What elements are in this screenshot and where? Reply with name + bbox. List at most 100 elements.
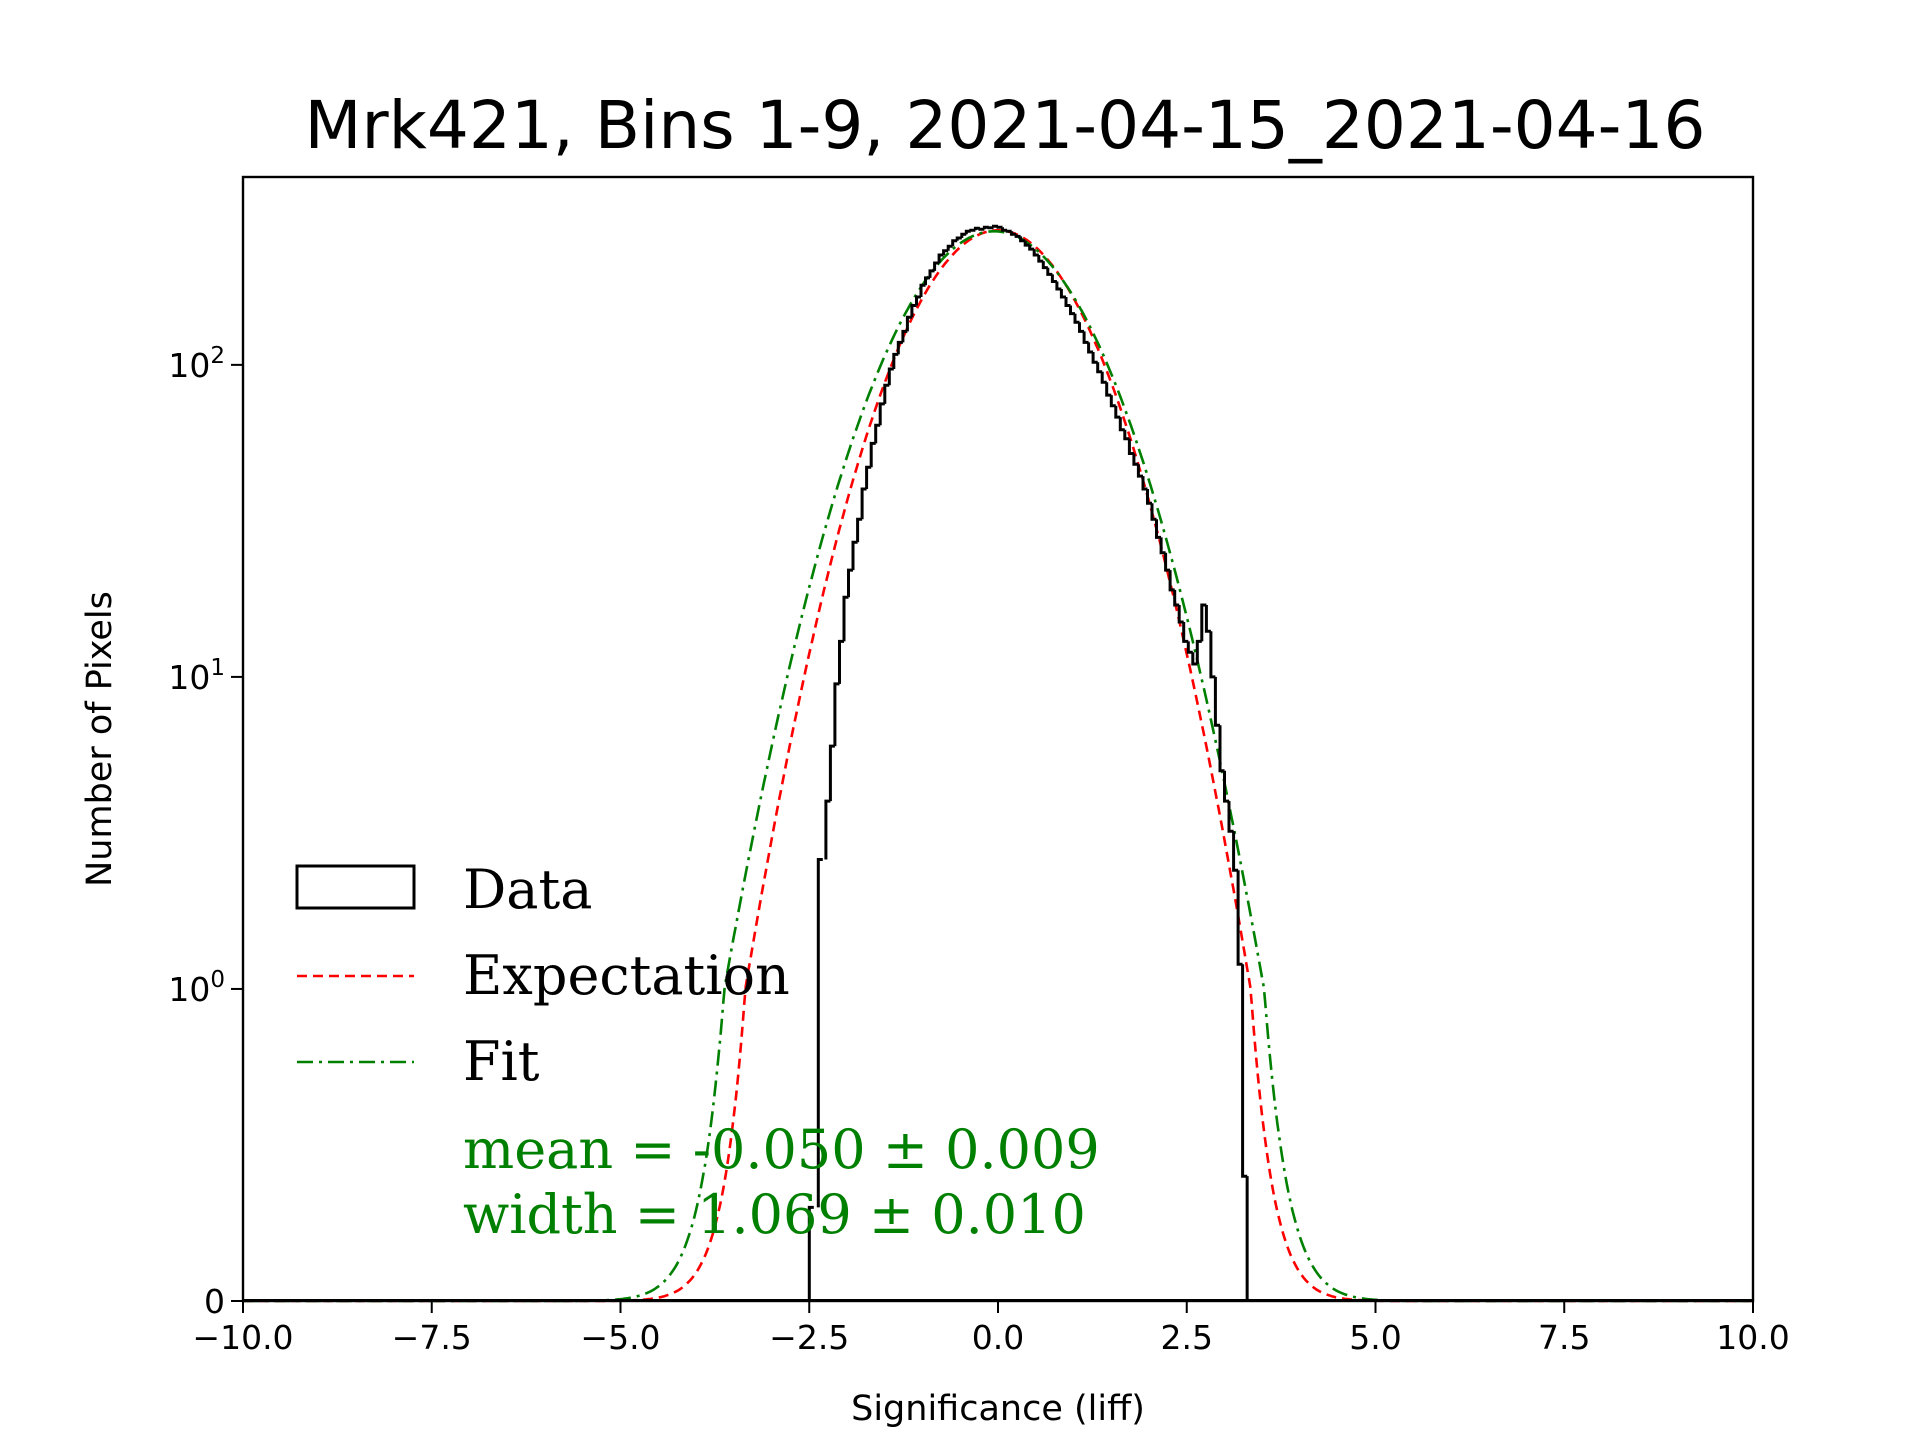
histogram-bin: [1091, 352, 1098, 364]
x-tick-label: −10.0: [192, 1318, 293, 1357]
histogram-bin: [1164, 552, 1171, 572]
histogram-bin: [1019, 236, 1026, 243]
histogram-bin: [851, 540, 858, 571]
legend-data-swatch: [295, 864, 416, 910]
histogram-bin: [1209, 631, 1216, 679]
y-tick-label: 0: [204, 1282, 225, 1321]
histogram-bin: [1032, 249, 1039, 257]
histogram-bin: [1173, 589, 1180, 607]
histogram-bin: [1159, 537, 1166, 555]
histogram-bin: [960, 232, 967, 238]
histogram-bin: [887, 367, 894, 386]
histogram-bin: [1046, 267, 1053, 276]
histogram-bin: [933, 261, 940, 271]
histogram-bin: [1096, 362, 1103, 374]
histogram-bin: [838, 639, 844, 684]
histogram-bin: [816, 858, 823, 1208]
fit-mean-annotation: mean = -0.050 ± 0.009: [463, 1118, 1100, 1181]
histogram-bin: [1069, 305, 1075, 316]
x-tick-label: 0.0: [972, 1318, 1024, 1357]
histogram-bin: [896, 340, 903, 355]
y-tick-label: 100: [168, 967, 225, 1009]
histogram-bin: [883, 383, 890, 404]
histogram-bin: [919, 283, 926, 297]
histogram-bin: [1195, 639, 1202, 664]
histogram-bin: [1141, 476, 1148, 491]
histogram-bin: [842, 595, 849, 642]
histogram-bin: [969, 228, 976, 232]
chart-title: Mrk421, Bins 1-9, 2021-04-15_2021-04-16: [305, 87, 1706, 164]
histogram-bin: [996, 225, 1003, 229]
histogram-bin: [1010, 231, 1017, 236]
y-axis-label: Number of Pixels: [80, 591, 120, 887]
histogram-bin: [1037, 255, 1044, 263]
histogram-bin: [1182, 622, 1189, 643]
histogram-bin: [1136, 464, 1143, 478]
histogram-bin: [1223, 770, 1229, 803]
histogram-bin: [1218, 725, 1225, 773]
x-tick-label: −5.0: [580, 1318, 660, 1357]
histogram-bin: [951, 239, 958, 247]
histogram-bin: [807, 1205, 814, 1301]
histogram-bin: [1155, 519, 1162, 539]
histogram-bin: [1050, 274, 1057, 283]
x-axis-label: Significance (liff): [851, 1389, 1145, 1429]
histogram-bin: [1005, 229, 1012, 233]
y-axis: 0 100 101 102: [168, 343, 243, 1321]
histogram-bin: [1078, 322, 1085, 333]
histogram-bin: [987, 226, 994, 230]
histogram-bin: [1168, 570, 1175, 592]
fit-width-annotation: width = 1.069 ± 0.010: [463, 1183, 1086, 1246]
histogram-bin: [1055, 281, 1062, 291]
histogram-bin: [1213, 676, 1220, 727]
histogram-bin: [865, 465, 872, 489]
legend: Data Expectation Fit: [295, 858, 790, 1093]
histogram-bin: [824, 799, 831, 860]
legend-expectation-label: Expectation: [463, 944, 790, 1007]
histogram-bin: [942, 249, 949, 255]
histogram-bin: [1241, 964, 1248, 1178]
histogram-bin: [964, 229, 971, 235]
histogram-bin: [1100, 371, 1107, 384]
histogram-bin: [1064, 297, 1071, 307]
x-tick-label: −2.5: [769, 1318, 849, 1357]
histogram-bin: [892, 352, 899, 369]
histogram-bin: [1177, 605, 1184, 624]
histogram-bin: [1123, 429, 1130, 441]
histogram-bin: [924, 276, 930, 286]
legend-data-label: Data: [463, 858, 592, 921]
histogram-bin: [1200, 603, 1207, 642]
x-tick-label: −7.5: [392, 1318, 472, 1357]
histogram-bin: [1082, 331, 1089, 344]
histogram-bin: [928, 269, 935, 278]
histogram-bin: [847, 568, 853, 598]
histogram-bin: [860, 487, 867, 520]
histogram-bin: [828, 744, 835, 802]
legend-fit-label: Fit: [463, 1030, 540, 1093]
histogram-bin: [1059, 289, 1066, 299]
histogram-bin: [1236, 870, 1243, 966]
histogram-bin: [1227, 801, 1234, 833]
histogram-bin: [1073, 313, 1080, 324]
histogram-bin: [946, 244, 953, 251]
histogram-bin: [856, 517, 863, 543]
x-tick-label: 2.5: [1161, 1318, 1213, 1357]
histogram-bin: [1109, 395, 1116, 408]
histogram-bin: [869, 441, 876, 468]
histogram-bin: [1014, 234, 1021, 238]
histogram-bin: [1001, 227, 1008, 232]
histogram-bin: [1105, 382, 1112, 397]
histogram-bin: [1204, 605, 1211, 633]
histogram-bin: [833, 682, 840, 747]
x-tick-label: 10.0: [1716, 1318, 1789, 1357]
histogram-bin: [955, 236, 962, 241]
histogram-bin: [910, 304, 917, 318]
histogram-bin: [1087, 342, 1094, 354]
x-axis: −10.0 −7.5 −5.0 −2.5 0.0 2.5 5.0 7.5 10.0: [192, 1301, 1790, 1357]
y-tick-label: 101: [168, 655, 225, 697]
histogram-bin: [874, 423, 881, 444]
y-tick-label: 102: [168, 343, 225, 385]
x-tick-label: 5.0: [1349, 1318, 1401, 1357]
histogram-bin: [878, 402, 885, 426]
